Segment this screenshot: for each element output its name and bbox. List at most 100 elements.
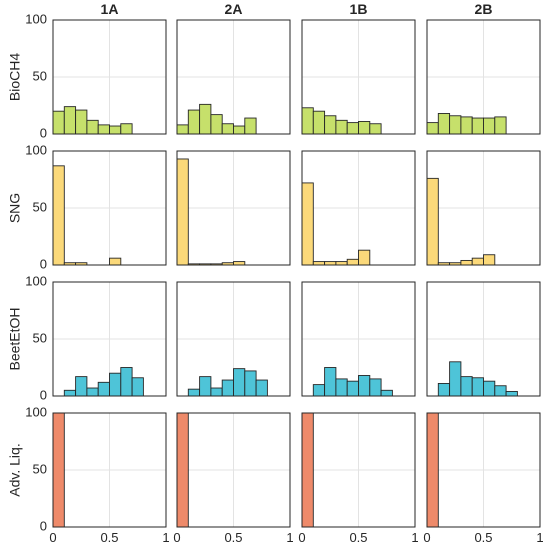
panel-adv-liq-1b [301, 412, 416, 528]
panel-frame [426, 150, 541, 266]
panel-frame [426, 412, 541, 528]
histogram-bar [426, 177, 439, 266]
panel-frame [426, 19, 541, 135]
row-label-adv-liq: Adv. Liq. [7, 443, 23, 496]
x-tick-label: 0.5 [474, 530, 492, 545]
panel-frame [176, 150, 291, 266]
histogram-bar [255, 379, 268, 397]
histogram-bar [358, 121, 371, 135]
histogram-bar [335, 261, 348, 266]
y-tick-label: 0 [40, 125, 47, 140]
histogram-bar [86, 119, 99, 135]
x-tick-label: 0 [423, 530, 430, 545]
panel-frame [176, 412, 291, 528]
y-tick-label: 50 [33, 461, 47, 476]
column-title-1a: 1A [101, 1, 119, 17]
histogram-bar [426, 412, 439, 528]
histogram-bar [460, 376, 473, 397]
histogram-bar [301, 182, 314, 266]
y-tick-label: 0 [40, 518, 47, 533]
histogram-bar [210, 387, 223, 397]
histogram-bar [460, 259, 473, 266]
histogram-bar [369, 378, 382, 397]
histogram-bar [335, 119, 348, 135]
histogram-bar [505, 390, 518, 397]
histogram-bar [449, 115, 462, 135]
histogram-bar [63, 389, 77, 397]
panel-bioch4-2b [426, 19, 541, 135]
histogram-bar [324, 115, 337, 135]
histogram-bar [199, 376, 212, 397]
histogram-bar [380, 389, 393, 397]
histogram-bar [324, 367, 337, 397]
histogram-bar [187, 388, 201, 397]
histogram-bar [52, 165, 65, 266]
panel-beetetoh-2a [176, 281, 291, 397]
histogram-bar [233, 261, 246, 266]
panel-frame [52, 19, 167, 135]
y-tick-label: 100 [25, 11, 47, 26]
panel-frame [301, 19, 416, 135]
histogram-bar [187, 109, 201, 135]
y-tick-label: 50 [33, 68, 47, 83]
histogram-bar [210, 114, 223, 135]
y-tick-label: 100 [25, 273, 47, 288]
x-tick-label: 1 [162, 530, 169, 545]
panel-bioch4-1a [52, 19, 167, 135]
histogram-bar [324, 261, 337, 266]
panel-frame [52, 412, 167, 528]
histogram-bar [301, 412, 314, 528]
histogram-bar [199, 103, 212, 135]
histogram-bar [176, 412, 189, 528]
histogram-bar [460, 116, 473, 135]
y-tick-label: 100 [25, 404, 47, 419]
y-tick-label: 0 [40, 256, 47, 271]
histogram-bar [335, 378, 348, 397]
panel-bioch4-2a [176, 19, 291, 135]
histogram-bar [312, 261, 326, 266]
histogram-bar [369, 123, 382, 135]
panel-frame [301, 412, 416, 528]
column-title-2b: 2B [475, 1, 493, 17]
histogram-bar [471, 117, 484, 135]
x-tick-label: 0.5 [224, 530, 242, 545]
histogram-bar [52, 412, 65, 528]
histogram-bar [244, 117, 257, 135]
panel-bioch4-1b [301, 19, 416, 135]
row-label-bioch4: BioCH4 [7, 53, 23, 101]
histogram-bar [131, 377, 144, 397]
panel-frame [52, 150, 167, 266]
x-tick-label: 0.5 [100, 530, 118, 545]
histogram-bar [176, 158, 189, 266]
y-tick-label: 0 [40, 387, 47, 402]
histogram-bar [358, 249, 371, 266]
histogram-bar [97, 124, 110, 135]
x-tick-label: 1 [411, 530, 418, 545]
histogram-bar [63, 106, 77, 135]
histogram-bar [312, 110, 326, 135]
histogram-bar [109, 257, 122, 266]
histogram-bar [471, 257, 484, 266]
histogram-bar [483, 380, 496, 397]
histogram-bar [437, 113, 451, 135]
panel-frame [176, 281, 291, 397]
histogram-bar [97, 381, 110, 397]
histogram-bar [346, 122, 359, 135]
panel-beetetoh-2b [426, 281, 541, 397]
panel-adv-liq-1a [52, 412, 167, 528]
histogram-bar [483, 117, 496, 135]
histogram-bar [437, 383, 451, 397]
x-tick-label: 0 [298, 530, 305, 545]
panel-frame [301, 150, 416, 266]
panel-frame [176, 19, 291, 135]
histogram-bar [301, 107, 314, 135]
histogram-bar [176, 124, 189, 135]
histogram-bar [52, 110, 65, 135]
x-tick-label: 1 [286, 530, 293, 545]
histogram-bar [346, 258, 359, 266]
histogram-bar [494, 116, 507, 135]
panel-sng-1a [52, 150, 167, 266]
histogram-bar [244, 370, 257, 397]
histogram-bar [233, 125, 246, 135]
